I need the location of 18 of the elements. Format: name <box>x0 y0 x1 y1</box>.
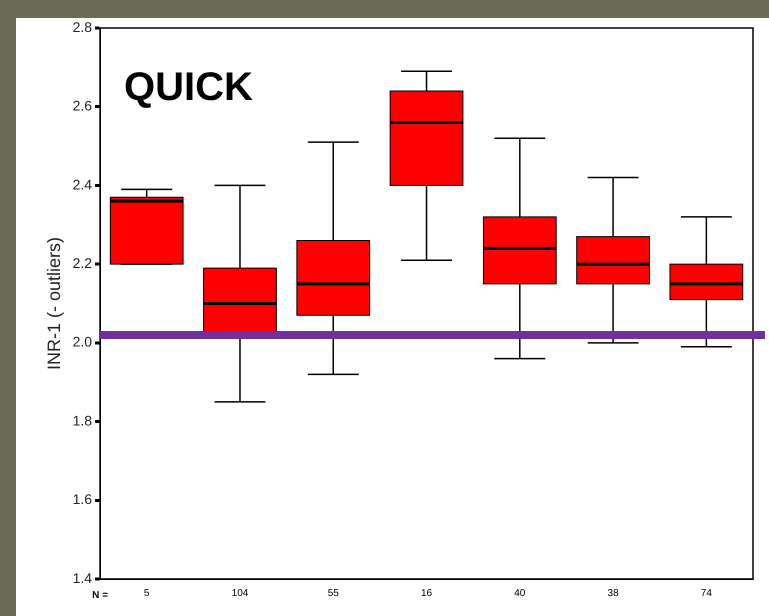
y-tick-label: 2.6 <box>72 98 92 114</box>
y-tick-label: 1.8 <box>72 412 92 428</box>
y-axis-title: INR-1 (- outliers) <box>44 236 64 370</box>
y-tick-label: 1.6 <box>72 491 92 508</box>
y-tick-label: 2.4 <box>72 176 92 192</box>
x-tick-label: 38 <box>608 588 620 599</box>
x-tick-label: 74 <box>700 588 712 599</box>
x-tick-label: 55 <box>328 588 340 599</box>
x-tick-label: 40 <box>514 588 526 599</box>
y-tick-label: 2.0 <box>72 334 92 350</box>
text: QUICK <box>124 65 254 109</box>
x-tick-label: 16 <box>420 588 433 599</box>
x-tick-label: 104 <box>232 588 249 599</box>
y-tick-label: 2.2 <box>72 255 92 271</box>
y-tick-label: 2.8 <box>72 18 92 35</box>
text: N = <box>92 590 108 601</box>
x-tick-label: 5 <box>144 588 150 599</box>
y-tick-label: 1.4 <box>72 570 92 586</box>
